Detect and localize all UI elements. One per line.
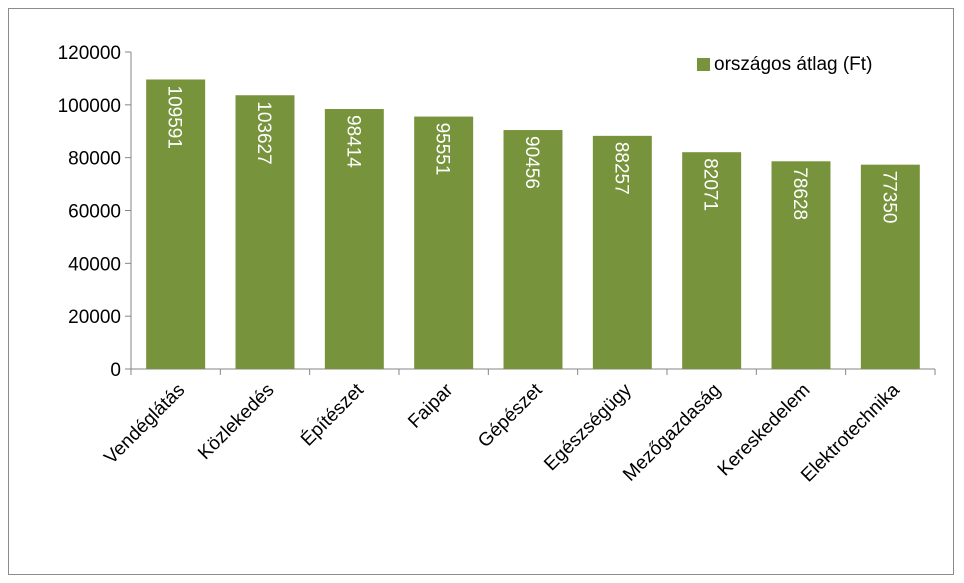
data-labels: 109591 103627 98414 95551 90456 88257 82071 786…: [164, 85, 900, 223]
legend-swatch: [697, 58, 710, 71]
bar: [771, 161, 831, 369]
x-category-label: Mezőgazdaság: [619, 380, 725, 486]
chart-frame: 0 20000 40000 60000 80000 100000 120000 Vendégl…: [8, 8, 954, 575]
bar-value-label: 77350: [878, 171, 899, 224]
x-category-label: Egészségügy: [540, 379, 636, 475]
x-category-label: Gépészet: [474, 379, 547, 452]
bar: [503, 130, 563, 369]
bar-value-label: 88257: [610, 142, 631, 195]
y-tick-label: 20000: [68, 307, 121, 328]
bar-value-label: 103627: [253, 101, 274, 164]
bar-value-label: 82071: [700, 158, 721, 211]
bar-chart: 0 20000 40000 60000 80000 100000 120000 Vendégl…: [58, 43, 936, 486]
bar-value-label: 90456: [521, 136, 542, 189]
bar: [235, 95, 295, 369]
x-category-label: Vendéglátás: [100, 380, 189, 469]
x-category-label: Közlekedés: [194, 380, 278, 464]
y-tick-label: 120000: [58, 43, 121, 64]
bar-value-label: 95551: [432, 123, 453, 176]
x-category-label: Építészet: [297, 379, 368, 450]
y-tick-label: 60000: [68, 202, 121, 223]
y-tick-label: 100000: [58, 96, 121, 117]
x-category-label: Kereskedelem: [714, 380, 815, 481]
bar: [682, 152, 742, 369]
bar: [324, 109, 384, 370]
bars: [146, 79, 920, 370]
bar-value-label: 98414: [342, 115, 363, 168]
y-tick-label: 0: [110, 360, 121, 381]
bar: [146, 79, 206, 370]
y-tick-label: 40000: [68, 254, 121, 275]
legend-label: országos átlag (Ft): [714, 54, 872, 75]
x-category-label: Faipar: [404, 379, 457, 432]
bar-value-label: 109591: [164, 85, 185, 148]
legend: országos átlag (Ft): [697, 54, 872, 75]
y-tick-label: 80000: [68, 149, 121, 170]
bar: [592, 135, 652, 369]
bar: [414, 116, 474, 369]
bar-value-label: 78628: [789, 167, 810, 220]
bar: [860, 164, 920, 369]
